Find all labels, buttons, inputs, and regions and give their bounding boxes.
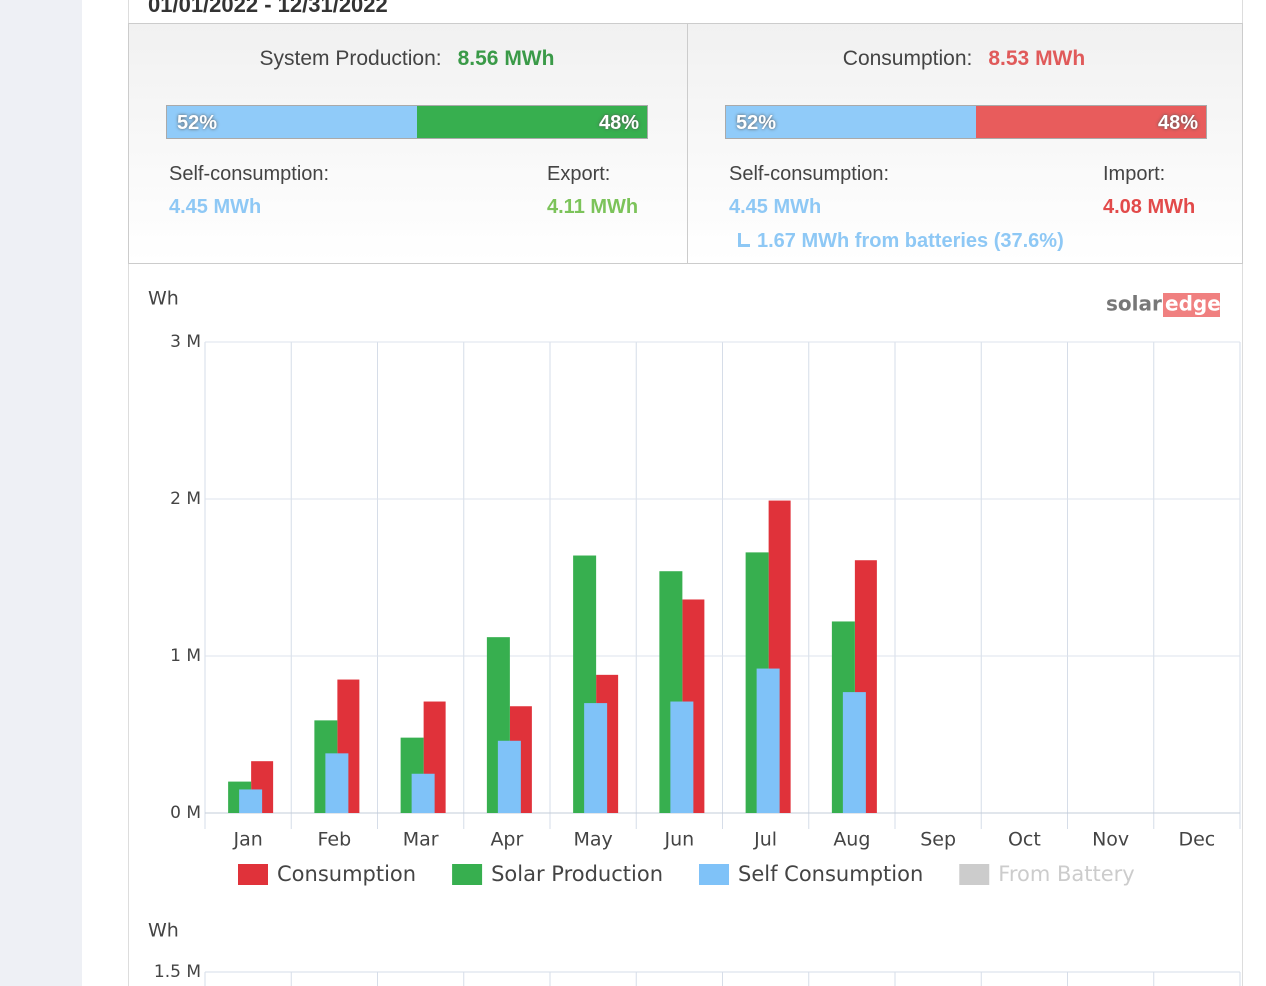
legend-swatch bbox=[699, 864, 730, 885]
production-title: System Production: 8.56 MWh bbox=[128, 47, 686, 71]
x-tick-label: Feb bbox=[318, 829, 352, 851]
x-tick-label: Mar bbox=[403, 829, 439, 851]
y-axis-label: Wh bbox=[148, 920, 179, 942]
x-tick-label: Nov bbox=[1092, 829, 1129, 851]
logo: edge bbox=[1165, 292, 1221, 316]
consumption-split: 52% 48% bbox=[725, 105, 1207, 139]
legend-label[interactable]: From Battery bbox=[998, 862, 1134, 886]
consumption-title: Consumption: 8.53 MWh bbox=[687, 47, 1241, 71]
bar bbox=[325, 753, 349, 813]
label: Consumption: bbox=[842, 47, 973, 70]
bar bbox=[411, 773, 435, 813]
x-tick-label: Dec bbox=[1178, 829, 1215, 851]
split-segment: 52% bbox=[726, 106, 976, 138]
x-tick-label: Jan bbox=[232, 829, 262, 851]
value: 4.45 MWh bbox=[169, 196, 262, 218]
x-tick-label: Oct bbox=[1008, 829, 1041, 851]
logo: solar bbox=[1106, 292, 1162, 316]
battery-note: 1.67 MWh from batteries (37.6%) bbox=[757, 230, 1064, 252]
y-tick-label: 0 M bbox=[170, 803, 201, 823]
production-split: 52% 48% bbox=[166, 105, 648, 139]
label: Self-consumption: bbox=[729, 163, 890, 185]
x-tick-label: May bbox=[573, 829, 612, 851]
split-segment: 52% bbox=[167, 106, 417, 138]
split-label: 48% bbox=[598, 112, 639, 134]
legend-swatch bbox=[959, 864, 990, 885]
legend-label[interactable]: Solar Production bbox=[491, 862, 663, 886]
x-tick-label: Jul bbox=[753, 829, 777, 851]
bar bbox=[756, 668, 780, 813]
split-label: 48% bbox=[1157, 112, 1198, 134]
logo-box bbox=[1163, 293, 1220, 317]
legend-swatch bbox=[452, 864, 483, 885]
date-range: 01/01/2022 - 12/31/2022 bbox=[148, 0, 388, 17]
y-tick-label: 3 M bbox=[170, 332, 201, 352]
legend-label[interactable]: Self Consumption bbox=[738, 862, 923, 886]
value: 4.45 MWh bbox=[729, 196, 822, 218]
panel bbox=[128, 0, 1243, 986]
x-tick-label: Sep bbox=[920, 829, 956, 851]
production-box bbox=[128, 23, 688, 264]
legend-label[interactable]: Consumption bbox=[277, 862, 416, 886]
split-segment: 48% bbox=[975, 106, 1206, 138]
label: System Production: bbox=[259, 47, 442, 70]
label: Import: bbox=[1103, 163, 1166, 185]
x-tick-label: Jun bbox=[664, 829, 695, 851]
x-tick-label: Apr bbox=[490, 829, 523, 851]
chart: Wh solar edge Wh 1.5 M 0 M 1 M 2 M 3 M Jan Fe… bbox=[128, 263, 1241, 986]
label: Self-consumption: bbox=[169, 163, 330, 185]
bar bbox=[584, 703, 608, 813]
consumption-box bbox=[687, 23, 1243, 264]
bar bbox=[497, 740, 521, 813]
value: 4.08 MWh bbox=[1103, 196, 1196, 218]
bar bbox=[842, 692, 866, 813]
split-segment: 48% bbox=[416, 106, 647, 138]
y-tick-label: 2 M bbox=[170, 489, 201, 509]
legend-swatch bbox=[238, 864, 268, 885]
split-label: 52% bbox=[736, 112, 777, 134]
total: 8.56 MWh bbox=[457, 47, 555, 70]
branch-icon bbox=[738, 233, 750, 247]
label: Export: bbox=[547, 163, 611, 185]
y-tick-label: 1.5 M bbox=[154, 962, 201, 982]
y-axis-label: Wh bbox=[148, 288, 179, 310]
bar bbox=[239, 789, 263, 813]
value: 4.11 MWh bbox=[547, 196, 639, 218]
y-tick-label: 1 M bbox=[170, 646, 201, 666]
sidebar bbox=[0, 0, 82, 986]
split-label: 52% bbox=[177, 112, 218, 134]
bar bbox=[670, 701, 694, 813]
total: 8.53 MWh bbox=[988, 47, 1086, 70]
x-tick-label: Aug bbox=[833, 829, 870, 851]
